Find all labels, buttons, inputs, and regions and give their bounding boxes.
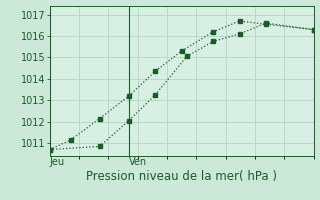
X-axis label: Pression niveau de la mer( hPa ): Pression niveau de la mer( hPa ) <box>86 170 277 183</box>
